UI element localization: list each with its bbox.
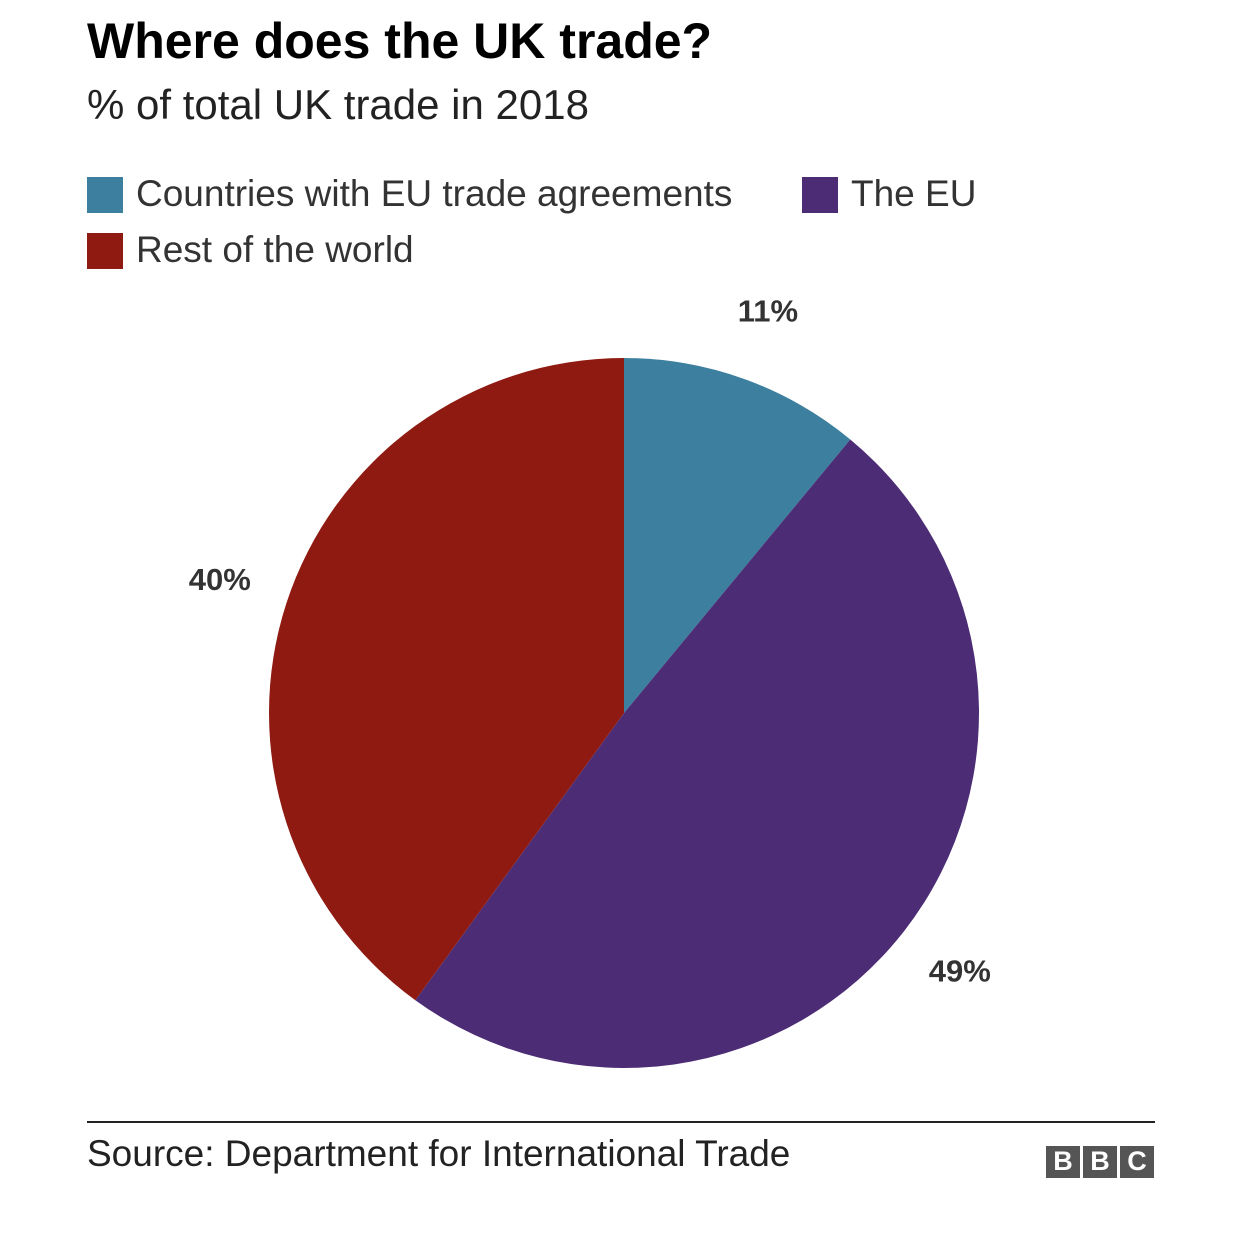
pie-slice: [268, 358, 624, 1001]
logo-letter: B: [1053, 1146, 1073, 1176]
logo-letter: B: [1090, 1146, 1110, 1176]
source: Source: Department for International Tra…: [87, 1133, 790, 1174]
legend-label: Countries with EU trade agreements: [136, 173, 732, 214]
legend-label: The EU: [851, 173, 976, 214]
legend-label: Rest of the world: [136, 229, 414, 270]
legend-swatch: [87, 177, 123, 213]
chart-title: Where does the UK trade?: [87, 13, 712, 69]
logo-box: [1083, 1146, 1117, 1178]
logo-letter: C: [1127, 1146, 1147, 1176]
data-label: 11%: [738, 293, 798, 328]
pie-slice: [415, 439, 979, 1068]
logo-box: [1120, 1146, 1154, 1178]
data-label: 49%: [929, 954, 991, 989]
chart-subtitle: % of total UK trade in 2018: [87, 81, 589, 128]
legend-swatch: [87, 233, 123, 269]
pie-slice: [624, 358, 851, 713]
data-label: 40%: [189, 562, 251, 597]
legend-swatch: [802, 177, 838, 213]
logo-box: [1046, 1146, 1080, 1178]
